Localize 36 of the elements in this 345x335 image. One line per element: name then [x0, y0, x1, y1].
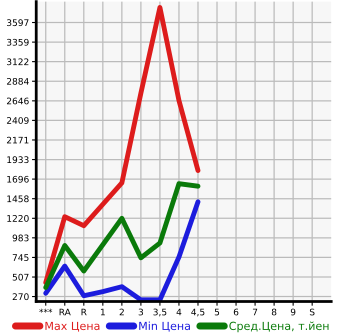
- x-tick-label: 4,5: [191, 308, 204, 316]
- y-tick-label: 3359: [6, 38, 29, 46]
- y-tick-label: 2409: [6, 117, 29, 124]
- y-tick-label: 1458: [7, 195, 29, 202]
- x-tick-label: 1: [100, 308, 105, 316]
- legend-label: Сред.Цена, т.йен: [229, 322, 329, 332]
- y-tick-label: 1220: [7, 215, 29, 222]
- x-tick-label: ***: [39, 308, 52, 313]
- x-tick-label: RA: [60, 308, 71, 316]
- y-tick-label: 3122: [6, 58, 28, 66]
- y-tick-label: 1933: [7, 156, 29, 164]
- x-tick-label: 7: [252, 308, 258, 316]
- x-tick-label: 3: [138, 308, 144, 316]
- x-tick-label: R: [82, 308, 87, 316]
- y-tick-label: 1696: [7, 176, 29, 183]
- x-tick-label: 3,5: [153, 308, 166, 316]
- y-tick-label: 3597: [6, 19, 29, 26]
- y-tick-label: 983: [12, 234, 29, 242]
- line-series: [43, 5, 200, 285]
- y-tick-label: 745: [12, 254, 28, 261]
- y-tick-label: 2884: [6, 78, 29, 85]
- legend-label: Min Цена: [139, 321, 190, 332]
- x-tick-label: 6: [234, 308, 238, 316]
- x-tick-label: S: [310, 308, 315, 316]
- line-series: [43, 199, 200, 302]
- legend-label: Max Цена: [45, 322, 100, 332]
- x-tick-label: 5: [214, 308, 220, 316]
- y-tick-label: 2171: [6, 136, 28, 144]
- x-tick-label: 9: [290, 308, 296, 316]
- line-series: [43, 181, 200, 290]
- y-tick-label: 507: [12, 274, 29, 281]
- y-tick-label: 2646: [6, 98, 29, 104]
- x-tick-label: 4: [176, 308, 182, 316]
- x-tick-label: 2: [120, 308, 124, 316]
- y-tick-label: 270: [12, 293, 29, 300]
- x-tick-label: 8: [272, 308, 276, 316]
